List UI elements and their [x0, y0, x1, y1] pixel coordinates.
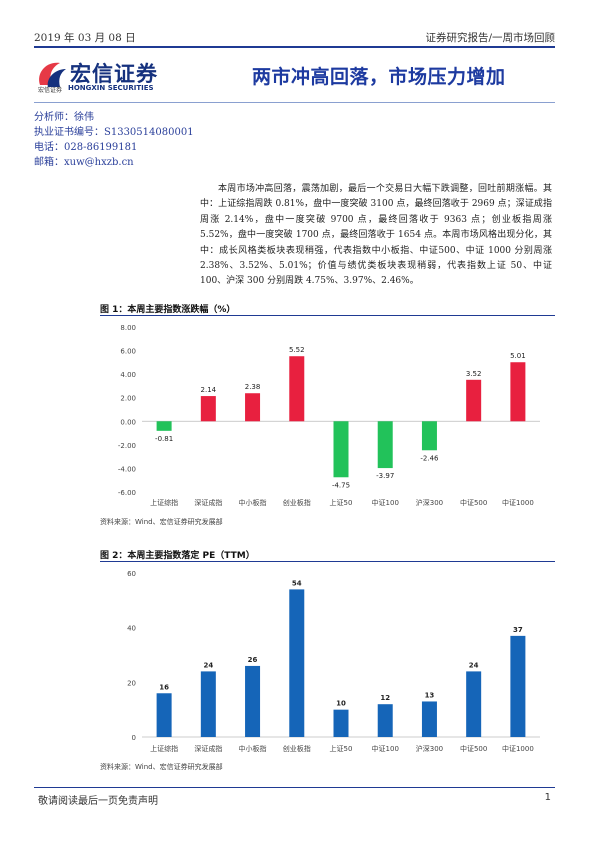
company-logo-icon [39, 62, 66, 87]
figure2-divider [100, 561, 555, 562]
x-tick-label: 上证综指 [150, 744, 178, 753]
y-tick-label: 0 [132, 734, 136, 742]
data-label: 10 [336, 700, 346, 708]
y-tick-label: -6.00 [118, 489, 136, 497]
bar [377, 704, 393, 737]
y-tick-label: 0.00 [120, 418, 136, 426]
analyst-email[interactable]: 邮箱：xuw@hxzb.cn [34, 157, 134, 168]
x-tick-label: 上证50 [330, 498, 353, 507]
data-label: 12 [380, 694, 390, 702]
figure1-title: 图 1：本周主要指数涨跌幅（%） [100, 305, 236, 315]
x-tick-label: 中证100 [372, 498, 399, 507]
x-tick-label: 上证50 [330, 744, 353, 753]
x-tick-label: 深证成指 [194, 744, 222, 753]
x-tick-label: 中证100 [372, 744, 399, 753]
report-type: 证券研究报告/一周市场回顾 [425, 32, 555, 44]
figure1-source: 资料来源：Wind、宏信证券研究发展部 [100, 518, 223, 526]
data-label: 3.52 [466, 370, 482, 378]
bar [289, 589, 305, 737]
bar [377, 421, 393, 469]
x-tick-label: 创业板指 [283, 744, 311, 753]
x-tick-label: 中证500 [460, 744, 487, 753]
bar [510, 362, 526, 422]
bar [510, 635, 526, 737]
x-tick-label: 中证500 [460, 498, 487, 507]
data-label: 5.52 [289, 346, 305, 354]
bar [156, 693, 172, 737]
bar [245, 393, 261, 422]
y-tick-label: -2.00 [118, 442, 136, 450]
data-label: 37 [513, 626, 523, 634]
data-label: 24 [203, 661, 213, 669]
bar [245, 665, 261, 737]
figure2-chart: 60 40 20 0 16 上证综指 24 深证成指 26 中小板指 54 创业板指 10 上证50 12 中… [127, 570, 540, 753]
title-divider [34, 102, 555, 103]
data-label: 24 [469, 661, 479, 669]
y-tick-label: 60 [127, 570, 136, 578]
x-tick-label: 中小板指 [239, 744, 267, 753]
bar [466, 379, 482, 422]
figure2-source: 资料来源：Wind、宏信证券研究发展部 [100, 763, 223, 771]
x-tick-label: 沪深300 [416, 744, 443, 753]
y-tick-label: 2.00 [120, 395, 136, 403]
data-label: 13 [425, 691, 435, 699]
footer-divider [34, 787, 555, 788]
analyst-license: 执业证书编号：S1330514080001 [34, 127, 194, 138]
footer-disclaimer[interactable]: 敬请阅读最后一页免责声明 [38, 796, 158, 807]
analyst-phone: 电话：028-86199181 [34, 142, 138, 153]
bar [289, 356, 305, 422]
bar [200, 671, 216, 737]
y-tick-label: 6.00 [120, 348, 136, 356]
figure1-divider [100, 315, 555, 316]
x-tick-label: 中证1000 [502, 498, 534, 507]
data-label: 2.38 [245, 383, 261, 391]
figure2-title: 图 2：本周主要指数落定 PE（TTM） [100, 551, 255, 561]
data-label: 5.01 [510, 352, 526, 360]
analyst-name: 分析师：徐伟 [34, 112, 94, 123]
bar [333, 421, 349, 478]
x-tick-label: 创业板指 [283, 498, 311, 507]
data-label: -0.81 [155, 435, 173, 443]
bar [421, 421, 437, 451]
x-tick-label: 深证成指 [194, 498, 222, 507]
page-number: 1 [544, 792, 551, 803]
bar [156, 421, 172, 431]
figure1-chart: 8.00 6.00 4.00 2.00 0.00 -2.00 -4.00 -6.00 -0.81… [118, 324, 540, 507]
data-label: 2.14 [201, 386, 217, 394]
bar [333, 709, 349, 737]
y-tick-label: 4.00 [120, 371, 136, 379]
company-name-small-cn: 宏信证券 [38, 87, 63, 94]
y-tick-label: 8.00 [120, 324, 136, 332]
x-tick-label: 沪深300 [416, 498, 443, 507]
data-label: 54 [292, 579, 302, 587]
report-date: 2019 年 03 月 08 日 [34, 32, 136, 44]
report-title: 两市冲高回落，市场压力增加 [252, 66, 506, 88]
y-tick-label: 20 [127, 679, 136, 687]
bar [466, 671, 482, 737]
company-name-en: HONGXIN SECURITIES [68, 84, 154, 92]
data-label: -3.97 [376, 472, 394, 480]
bar [200, 396, 216, 422]
bar [421, 701, 437, 737]
y-tick-label: -4.00 [118, 465, 136, 473]
x-tick-label: 中小板指 [239, 498, 267, 507]
data-label: -4.75 [332, 481, 350, 489]
y-tick-label: 40 [127, 625, 136, 633]
summary-paragraph: 本周市场冲高回落，震荡加剧，最后一个交易日大幅下跌调整，回吐前期涨幅。其中：上证… [200, 184, 552, 287]
x-tick-label: 中证1000 [502, 744, 534, 753]
company-name-cn: 宏信证券 [70, 62, 158, 86]
data-label: 16 [159, 683, 169, 691]
header-divider [34, 46, 555, 48]
x-tick-label: 上证综指 [150, 498, 178, 507]
data-label: -2.46 [420, 454, 439, 462]
data-label: 26 [248, 656, 258, 664]
